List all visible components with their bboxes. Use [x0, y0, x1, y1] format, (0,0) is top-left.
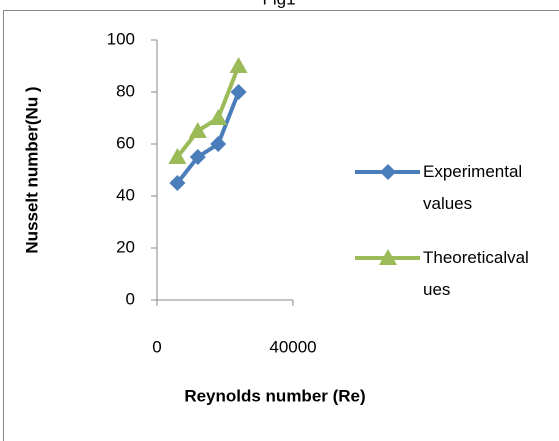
legend-label: Theoreticalvalues [423, 248, 529, 299]
series-line [175, 65, 241, 159]
x-tick-label: 40000 [269, 337, 316, 356]
y-tick-label: 80 [116, 81, 135, 100]
diamond-marker [210, 136, 227, 152]
triangle-marker [188, 122, 207, 138]
y-tick-label: 0 [126, 289, 135, 308]
triangle-marker [209, 109, 228, 125]
series-line [175, 91, 241, 185]
y-tick-label: 40 [116, 185, 135, 204]
diamond-marker [169, 175, 186, 191]
diamond-marker [189, 149, 206, 165]
y-tick-label: 100 [107, 29, 135, 48]
y-tick-label: 20 [116, 237, 135, 256]
legend-label: Experimental values [423, 162, 523, 213]
diamond-marker [380, 164, 396, 180]
chart-border [3, 10, 559, 441]
triangle-marker [229, 57, 248, 73]
diamond-marker [230, 84, 247, 100]
chart-title: Fig1 [262, 0, 295, 8]
x-axis-label: Reynolds number (Re) [184, 386, 365, 405]
triangle-marker [168, 148, 187, 164]
y-tick-label: 60 [116, 133, 135, 152]
triangle-marker [379, 249, 397, 265]
x-tick-label: 0 [152, 337, 161, 356]
y-axis-label: Nusselt number(Nu ) [22, 86, 41, 253]
